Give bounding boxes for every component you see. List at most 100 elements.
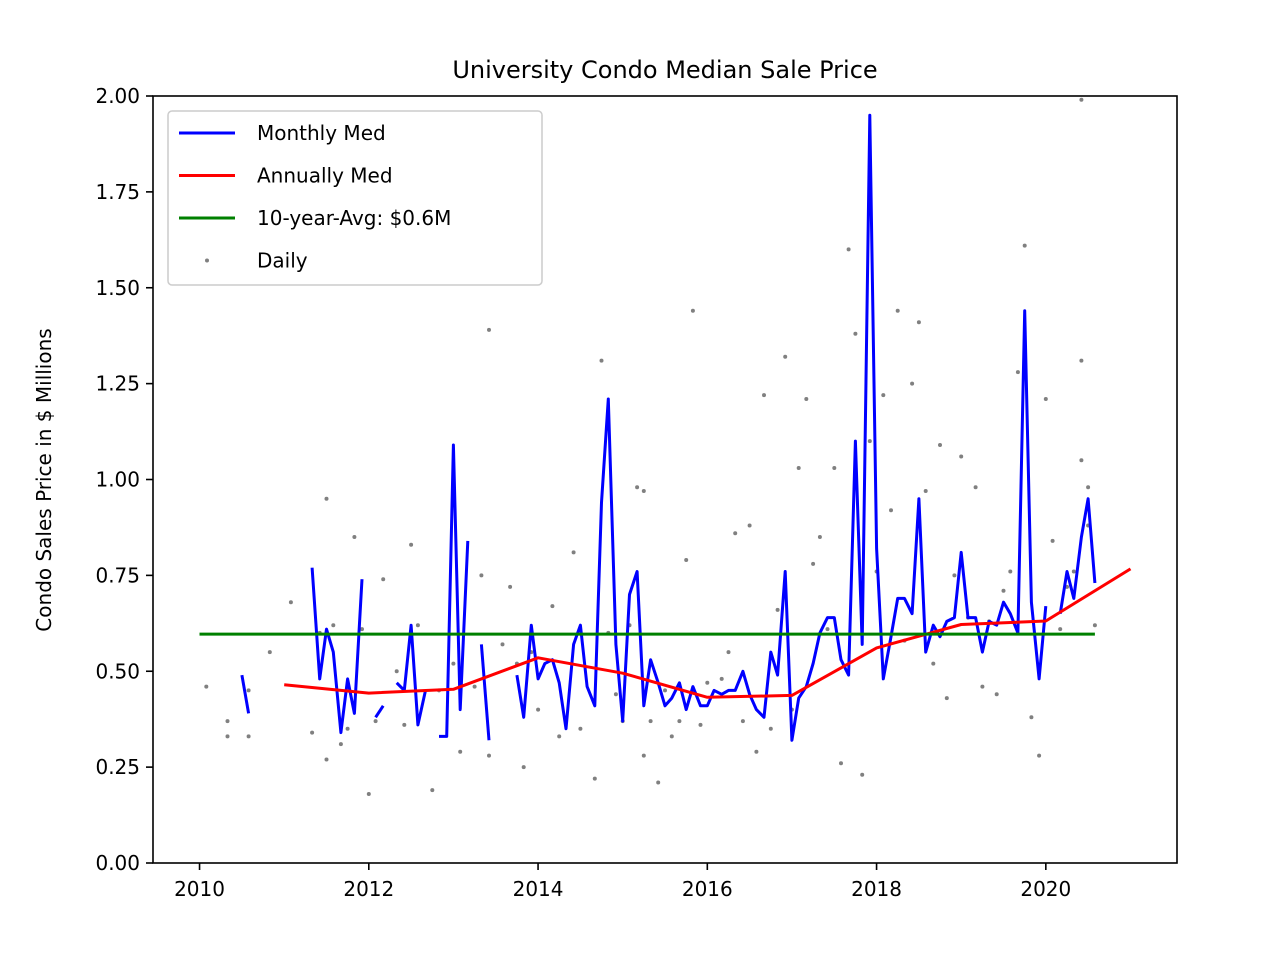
daily-point (592, 776, 597, 781)
daily-point (458, 749, 463, 754)
daily-point (754, 749, 759, 754)
legend-label: Daily (257, 249, 308, 273)
daily-point (536, 707, 541, 712)
daily-point (352, 535, 357, 539)
monthly-median-line (1058, 497, 1097, 614)
daily-point (1029, 715, 1034, 720)
daily-point (578, 726, 583, 731)
daily-point (916, 320, 921, 325)
daily-point (487, 753, 491, 758)
monthly-median-line (395, 623, 427, 727)
daily-point (1086, 485, 1091, 490)
daily-point (324, 757, 329, 762)
y-tick-label: 1.75 (95, 180, 140, 204)
daily-point (641, 489, 646, 493)
y-tick-label: 1.50 (95, 276, 140, 300)
daily-point (726, 650, 731, 655)
daily-point (768, 726, 773, 731)
daily-point (973, 485, 978, 490)
daily-point (500, 642, 505, 647)
daily-point (762, 393, 766, 398)
daily-point (345, 726, 350, 731)
daily-point (931, 661, 936, 666)
daily-point (938, 443, 942, 447)
daily-point (1015, 370, 1020, 375)
daily-point (402, 722, 407, 727)
daily-point (684, 558, 689, 562)
daily-point (853, 331, 858, 336)
y-tick-label: 0.25 (95, 755, 140, 779)
daily-point (225, 719, 230, 724)
daily-point (599, 358, 604, 363)
daily-point (487, 327, 491, 332)
daily-point (811, 561, 816, 566)
daily-point (980, 684, 985, 689)
daily-point (952, 573, 957, 578)
daily-point (832, 466, 837, 470)
daily-point (521, 765, 526, 770)
daily-point (451, 661, 456, 666)
daily-point (373, 719, 378, 724)
daily-point (381, 577, 386, 582)
daily-point (1071, 569, 1076, 574)
daily-point (895, 308, 900, 313)
x-tick-label: 2020 (1020, 877, 1071, 901)
annual-median-line (284, 567, 1132, 699)
monthly-median-line (374, 704, 385, 719)
daily-point (747, 523, 752, 528)
daily-point (246, 688, 251, 693)
daily-point (430, 788, 435, 793)
x-tick-label: 2018 (851, 877, 902, 901)
x-tick-label: 2010 (174, 877, 225, 901)
monthly-median-line (439, 443, 470, 738)
daily-point (1037, 753, 1042, 758)
daily-point (804, 397, 809, 401)
daily-point (472, 684, 477, 689)
daily-point (394, 669, 399, 674)
legend-box (167, 110, 543, 286)
daily-point (923, 489, 928, 493)
legend-label: Annually Med (257, 164, 393, 188)
daily-point (817, 535, 822, 539)
daily-point (959, 454, 964, 459)
x-tick-label: 2012 (343, 877, 394, 901)
daily-point (635, 485, 640, 490)
daily-point (415, 623, 420, 628)
daily-point (889, 508, 893, 513)
axes-layer: 2010 2012 2014 2016 2018 2020 0.00 0.25 0.50 0.75… (95, 84, 1178, 901)
daily-point (846, 247, 851, 252)
daily-point (479, 573, 484, 578)
daily-point (719, 676, 724, 681)
daily-point (550, 604, 555, 609)
monthly-median-line (240, 674, 251, 714)
daily-point (641, 753, 646, 758)
daily-point (338, 742, 343, 747)
daily-point (1079, 97, 1084, 102)
monthly-median-line (310, 567, 364, 735)
daily-point (1079, 458, 1084, 463)
daily-point (1058, 627, 1063, 632)
legend-daily-marker (205, 258, 209, 263)
legend: Monthly Med Annually Med 10-year-Avg: $0.6… (167, 110, 543, 286)
daily-point (246, 734, 251, 739)
daily-point (648, 719, 653, 724)
daily-point (1022, 243, 1027, 248)
data-layer (199, 97, 1132, 796)
daily-point (839, 761, 843, 766)
daily-point (508, 584, 513, 589)
daily-point (656, 780, 661, 785)
legend-label: 10-year-Avg: $0.6M (257, 206, 451, 230)
daily-point (204, 684, 209, 689)
daily-point (1001, 588, 1006, 593)
daily-point (705, 680, 710, 685)
y-tick-label: 1.25 (95, 372, 140, 396)
legend-label: Monthly Med (257, 121, 386, 145)
daily-point (663, 688, 667, 693)
daily-point (783, 354, 788, 359)
daily-point (409, 542, 414, 547)
daily-point (1050, 538, 1055, 543)
daily-point (310, 730, 315, 735)
y-tick-label: 0.75 (95, 563, 140, 587)
x-tick-label: 2014 (513, 877, 564, 901)
